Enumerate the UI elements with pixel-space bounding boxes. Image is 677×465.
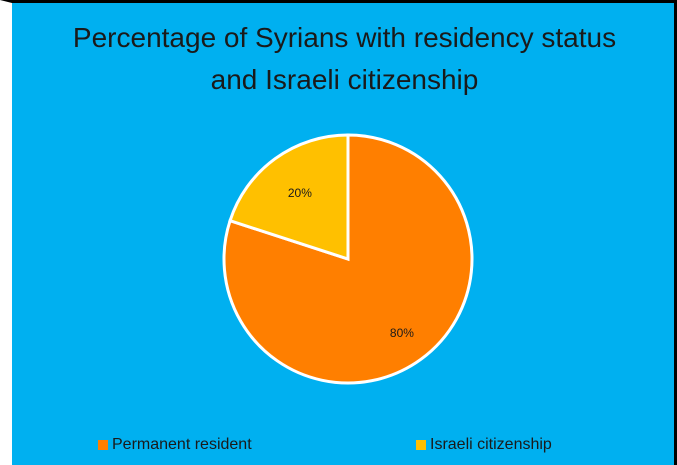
chart-title-line-1: Percentage of Syrians with residency sta… — [72, 22, 617, 53]
chart-title: Percentage of Syrians with residency sta… — [12, 17, 677, 101]
legend-swatch-permanent-resident — [98, 440, 108, 450]
legend-item-israeli-citizenship: Israeli citizenship — [416, 436, 552, 454]
pie-chart: 80% 20% — [222, 133, 474, 385]
legend-item-permanent-resident: Permanent resident — [98, 436, 252, 454]
legend-label-permanent-resident: Permanent resident — [112, 436, 252, 453]
legend: Permanent resident Israeli citizenship — [12, 436, 677, 462]
data-label-permanent-resident: 80% — [390, 326, 414, 340]
data-label-israeli-citizenship: 20% — [288, 186, 312, 200]
chart-title-line-2: and Israeli citizenship — [210, 64, 479, 95]
legend-label-israeli-citizenship: Israeli citizenship — [430, 436, 552, 453]
legend-swatch-israeli-citizenship — [416, 440, 426, 450]
pie-slice-israeli-citizenship — [228, 133, 350, 262]
